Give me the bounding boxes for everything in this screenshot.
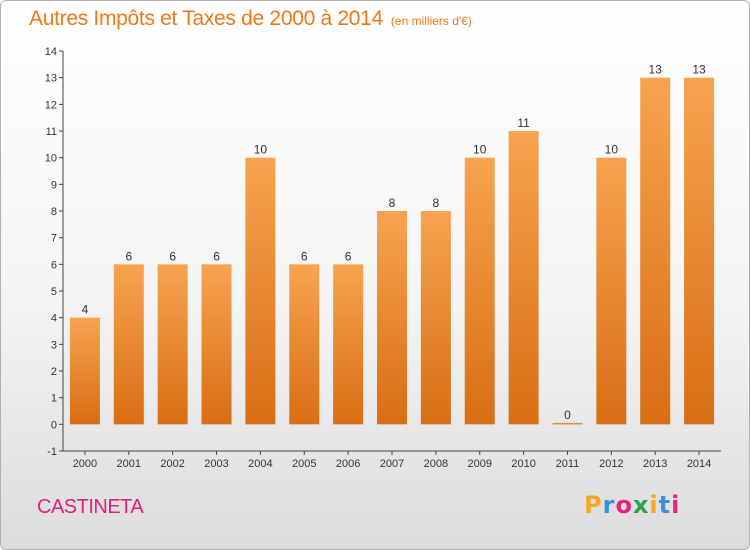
x-tick-label: 2003 — [204, 458, 228, 470]
y-tick-label: 1 — [51, 393, 57, 405]
x-tick-label: 2002 — [160, 458, 184, 470]
x-tick-label: 2008 — [424, 458, 448, 470]
logo-letter: x — [632, 491, 650, 519]
value-label: 0 — [564, 408, 571, 422]
bar — [420, 211, 451, 425]
x-tick-label: 2006 — [336, 458, 360, 470]
logo-letter: o — [615, 491, 633, 519]
title-block: Autres Impôts et Taxes de 2000 à 2014 (en… — [29, 7, 472, 31]
bar — [201, 264, 232, 425]
bar — [684, 77, 715, 425]
x-tick-label: 2004 — [248, 458, 272, 470]
y-tick-label: 0 — [51, 419, 57, 431]
bar — [289, 264, 320, 425]
value-label: 10 — [473, 143, 487, 157]
y-tick-label: 11 — [46, 126, 57, 138]
chart-title: Autres Impôts et Taxes de 2000 à 2014 — [29, 7, 383, 30]
y-tick-label: 6 — [51, 259, 57, 271]
bar — [245, 157, 276, 425]
x-tick-label: 2012 — [599, 458, 623, 470]
x-tick-label: 2013 — [643, 458, 667, 470]
y-tick-label: 3 — [51, 339, 57, 351]
value-label: 4 — [82, 303, 89, 317]
x-tick-label: 2014 — [687, 458, 711, 470]
bar — [333, 264, 364, 425]
logo-letter: i — [671, 491, 681, 519]
bar — [157, 264, 188, 425]
bar — [377, 211, 407, 425]
bar — [640, 77, 671, 425]
chart-unit: (en milliers d'€) — [390, 14, 472, 28]
y-tick-label: 14 — [45, 46, 57, 58]
value-label: 6 — [301, 249, 308, 263]
y-tick-label: 13 — [45, 73, 57, 85]
logo-letter: r — [602, 491, 616, 519]
commune-name: CASTINETA — [37, 496, 144, 518]
value-label: 10 — [254, 143, 268, 157]
x-tick-label: 2005 — [292, 458, 316, 470]
proxiti-logo[interactable]: Proxiti — [584, 491, 680, 519]
y-tick-label: 9 — [51, 179, 57, 191]
bar — [69, 317, 100, 425]
x-tick-label: 2007 — [380, 458, 404, 470]
x-tick-label: 2001 — [117, 458, 141, 470]
x-tick-label: 2011 — [556, 458, 580, 470]
y-tick-label: 8 — [51, 206, 57, 218]
value-label: 6 — [213, 249, 220, 263]
value-label: 6 — [345, 249, 352, 263]
value-label: 13 — [649, 63, 663, 77]
value-label: 10 — [605, 143, 619, 157]
bar — [508, 131, 539, 425]
value-label: 8 — [433, 196, 440, 210]
value-labels: 4 6 6 6 10 6 6 8 8 10 11 0 10 13 13 — [82, 63, 706, 422]
x-tick-label: 2000 — [73, 458, 97, 470]
value-label: 13 — [692, 63, 706, 77]
bar — [113, 264, 144, 425]
y-tick-label: 5 — [51, 286, 57, 298]
bar — [596, 157, 627, 425]
x-tick-label: 2010 — [511, 458, 535, 470]
y-tick-label: 10 — [45, 153, 57, 165]
y-tick-label: 7 — [51, 233, 57, 245]
bar — [464, 157, 495, 425]
logo-letter: i — [649, 491, 659, 519]
y-tick-label: 2 — [51, 366, 57, 378]
logo-letter: t — [658, 491, 672, 519]
x-tick-label: 2009 — [467, 458, 491, 470]
y-tick-label: 4 — [51, 313, 57, 325]
value-label: 8 — [389, 196, 396, 210]
value-label: 11 — [517, 116, 530, 130]
bars — [69, 77, 715, 425]
bar — [552, 422, 583, 425]
logo-letter: P — [584, 491, 603, 519]
value-label: 6 — [125, 249, 132, 263]
y-tick-label: -1 — [47, 446, 57, 458]
value-label: 6 — [169, 249, 176, 263]
y-tick-label: 12 — [45, 99, 57, 111]
